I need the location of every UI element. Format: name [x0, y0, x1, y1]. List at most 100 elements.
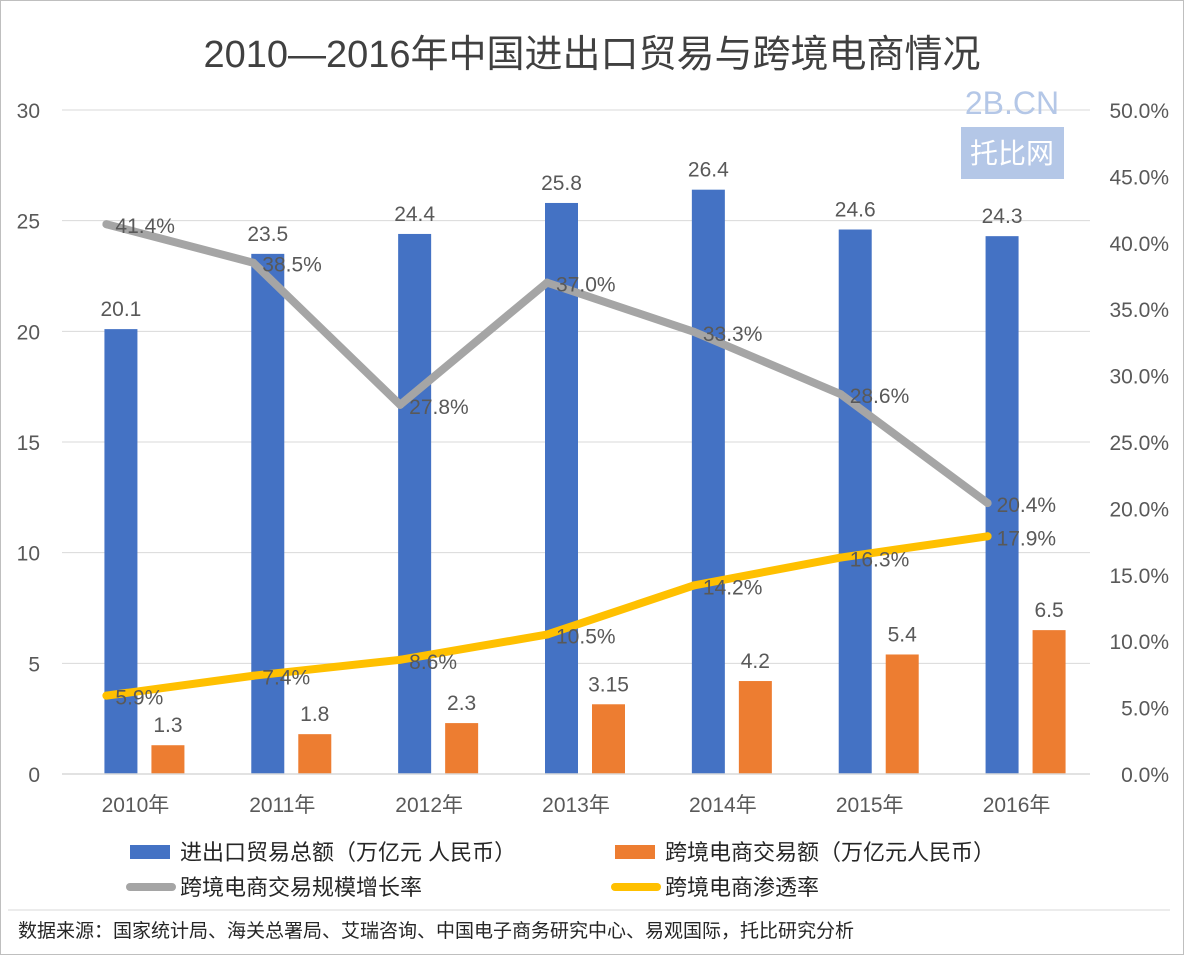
legend-label: 进出口贸易总额（万亿元 人民币） [180, 840, 516, 865]
line-point [396, 400, 405, 409]
line-point [983, 499, 992, 508]
bar [985, 236, 1019, 774]
y-left-tick-label: 10 [17, 543, 40, 566]
y-right-tick-label: 10.0% [1109, 631, 1169, 654]
y-left-tick-label: 20 [17, 321, 40, 344]
bar-data-label: 24.6 [835, 199, 876, 222]
bar-data-label: 4.2 [741, 650, 770, 673]
bar-data-label: 1.3 [153, 714, 182, 737]
line-data-label: 28.6% [850, 385, 910, 408]
source-note: 数据来源：国家统计局、海关总署局、艾瑞咨询、中国电子商务研究中心、易观国际，托比… [18, 920, 854, 942]
y-right-tick-label: 15.0% [1109, 565, 1169, 588]
y-left-tick-label: 25 [17, 211, 40, 234]
y-right-tick-label: 50.0% [1109, 100, 1169, 123]
line-point [102, 220, 111, 229]
bar-data-label: 6.5 [1034, 599, 1063, 622]
bar [838, 229, 872, 774]
bar [545, 202, 578, 774]
bar-data-label: 24.3 [982, 205, 1023, 228]
line-point [543, 278, 551, 287]
y-left-tick-label: 30 [17, 100, 40, 123]
line-point [689, 581, 698, 590]
bar-data-label: 2.3 [447, 692, 476, 715]
y-right-tick-label: 45.0% [1109, 166, 1169, 189]
bar-data-label: 26.4 [688, 159, 729, 182]
legend-label: 跨境电商交易规模增长率 [180, 875, 422, 900]
watermark-top: 2B.CN [965, 85, 1059, 121]
line-point [249, 671, 258, 680]
line-data-label: 16.3% [850, 549, 910, 572]
x-tick-label: 2010年 [102, 794, 170, 817]
bar [398, 233, 432, 775]
bar-data-label: 20.1 [100, 298, 141, 321]
y-left-tick-label: 0 [28, 764, 40, 787]
line-data-label: 37.0% [556, 274, 616, 297]
line-series [102, 220, 992, 700]
line-data-label: 38.5% [262, 254, 322, 277]
legend-swatch [615, 845, 655, 859]
legend-label: 跨境电商交易额（万亿元人民币） [665, 840, 995, 865]
y-right-tick-label: 25.0% [1109, 432, 1169, 455]
chart-title: 2010—2016年中国进出口贸易与跨境电商情况 [203, 34, 980, 76]
bar-data-label: 1.8 [300, 703, 329, 726]
line-data-label: 41.4% [115, 215, 175, 238]
bar [691, 189, 725, 774]
x-tick-label: 2016年 [983, 794, 1051, 817]
bar [885, 654, 919, 774]
line-point [249, 258, 258, 267]
line-data-label: 7.4% [262, 667, 310, 690]
x-tick-label: 2012年 [395, 794, 463, 817]
line-data-label: 27.8% [409, 396, 469, 419]
y-left-tick-label: 5 [28, 653, 40, 676]
watermark-bottom: 托比网 [970, 138, 1054, 169]
bar-data-label: 3.15 [588, 673, 629, 696]
bar-data-label: 23.5 [247, 223, 288, 246]
legend-swatch [130, 845, 170, 859]
line-point [396, 655, 405, 664]
y-left-tick-label: 15 [17, 432, 40, 455]
watermark-box [961, 127, 1064, 179]
line-point [836, 390, 845, 399]
y-right-tick-label: 30.0% [1109, 366, 1169, 389]
line-point [543, 630, 551, 639]
x-tick-label: 2015年 [836, 794, 904, 817]
bar [104, 329, 138, 774]
legend-label: 跨境电商渗透率 [665, 875, 819, 900]
y-right-tick-label: 35.0% [1109, 299, 1169, 322]
bar-series [104, 189, 1066, 775]
watermark: 2B.CN 托比网 [961, 85, 1064, 179]
line-data-label: 33.3% [703, 323, 763, 346]
bar [738, 681, 772, 774]
bar [592, 704, 625, 774]
bar-data-label: 24.4 [394, 203, 435, 226]
bar [151, 745, 185, 774]
bar [251, 253, 285, 774]
line-data-label: 14.2% [703, 576, 763, 599]
legend: 进出口贸易总额（万亿元 人民币） 跨境电商交易额（万亿元人民币） 跨境电商交易规模增… [126, 840, 995, 900]
bar-data-label: 5.4 [888, 623, 918, 646]
y-right-tick-label: 5.0% [1121, 698, 1169, 721]
line-point [102, 691, 111, 700]
line-data-label: 5.9% [115, 687, 163, 710]
x-tick-label: 2014年 [689, 794, 757, 817]
bar-data-label: 25.8 [541, 172, 582, 195]
y-right-tick-label: 40.0% [1109, 233, 1169, 256]
line-point [983, 532, 992, 541]
axes: 0 5 10 15 20 25 30 0.0% 5.0% 10.0% 15.0% 20.0% 25.0%… [17, 100, 1169, 817]
line-data-label: 8.6% [409, 651, 457, 674]
y-right-tick-label: 20.0% [1109, 498, 1169, 521]
y-right-tick-label: 0.0% [1121, 764, 1169, 787]
line-data-label: 10.5% [556, 626, 616, 649]
bar [445, 723, 479, 774]
data-labels: 20.1 23.5 24.4 25.8 26.4 24.6 24.3 1.3 1.8 2.3 3.1… [100, 159, 1063, 738]
x-tick-label: 2011年 [249, 794, 315, 817]
bar [298, 734, 332, 774]
bar [1032, 630, 1066, 774]
line-point [689, 327, 698, 336]
line-point [836, 553, 845, 562]
line-data-label: 20.4% [997, 494, 1057, 517]
x-tick-label: 2013年 [542, 794, 610, 817]
line-data-label: 17.9% [997, 527, 1057, 550]
